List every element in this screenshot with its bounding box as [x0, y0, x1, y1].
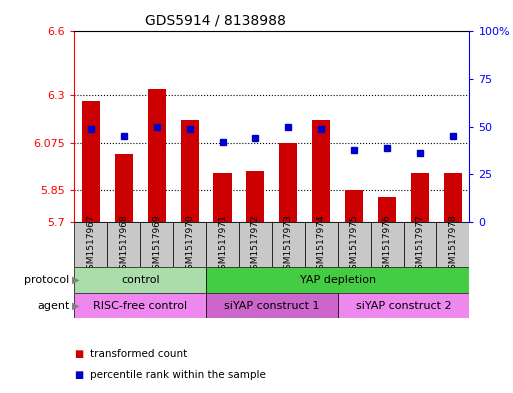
Bar [107, 222, 140, 267]
Bar [345, 190, 363, 222]
Bar [173, 222, 206, 267]
Bar [74, 267, 206, 293]
Text: GSM1517971: GSM1517971 [218, 214, 227, 275]
Bar [370, 222, 404, 267]
Text: GSM1517970: GSM1517970 [185, 214, 194, 275]
Text: ■: ■ [74, 370, 84, 380]
Text: GDS5914 / 8138988: GDS5914 / 8138988 [145, 14, 286, 28]
Bar [74, 222, 107, 267]
Text: siYAP construct 2: siYAP construct 2 [356, 301, 451, 310]
Bar [279, 143, 298, 222]
Text: GSM1517969: GSM1517969 [152, 214, 161, 275]
Text: percentile rank within the sample: percentile rank within the sample [90, 370, 266, 380]
Bar [181, 120, 199, 222]
Bar [444, 173, 462, 222]
Bar [272, 222, 305, 267]
Text: control: control [121, 275, 160, 285]
Bar [82, 101, 100, 222]
Bar [148, 89, 166, 222]
Bar [239, 222, 272, 267]
Bar [411, 173, 429, 222]
Text: GSM1517973: GSM1517973 [284, 214, 293, 275]
Text: ▶: ▶ [72, 275, 80, 285]
Bar [305, 222, 338, 267]
Bar [74, 293, 206, 318]
Text: GSM1517967: GSM1517967 [86, 214, 95, 275]
Bar [404, 222, 437, 267]
Text: GSM1517976: GSM1517976 [383, 214, 391, 275]
Bar [206, 222, 239, 267]
Bar [338, 293, 469, 318]
Text: GSM1517968: GSM1517968 [119, 214, 128, 275]
Bar [378, 196, 396, 222]
Text: transformed count: transformed count [90, 349, 187, 359]
Text: GSM1517974: GSM1517974 [317, 214, 326, 275]
Bar [312, 120, 330, 222]
Text: siYAP construct 1: siYAP construct 1 [224, 301, 320, 310]
Text: protocol: protocol [24, 275, 69, 285]
Bar [206, 267, 469, 293]
Text: GSM1517972: GSM1517972 [251, 214, 260, 275]
Text: agent: agent [37, 301, 69, 310]
Bar [437, 222, 469, 267]
Text: GSM1517978: GSM1517978 [448, 214, 458, 275]
Bar [246, 171, 265, 222]
Text: ▶: ▶ [72, 301, 80, 310]
Bar [140, 222, 173, 267]
Text: ■: ■ [74, 349, 84, 359]
Text: RISC-free control: RISC-free control [93, 301, 187, 310]
Text: YAP depletion: YAP depletion [300, 275, 376, 285]
Text: GSM1517975: GSM1517975 [350, 214, 359, 275]
Bar [206, 293, 338, 318]
Bar [115, 154, 133, 222]
Bar [338, 222, 370, 267]
Text: GSM1517977: GSM1517977 [416, 214, 425, 275]
Bar [213, 173, 231, 222]
